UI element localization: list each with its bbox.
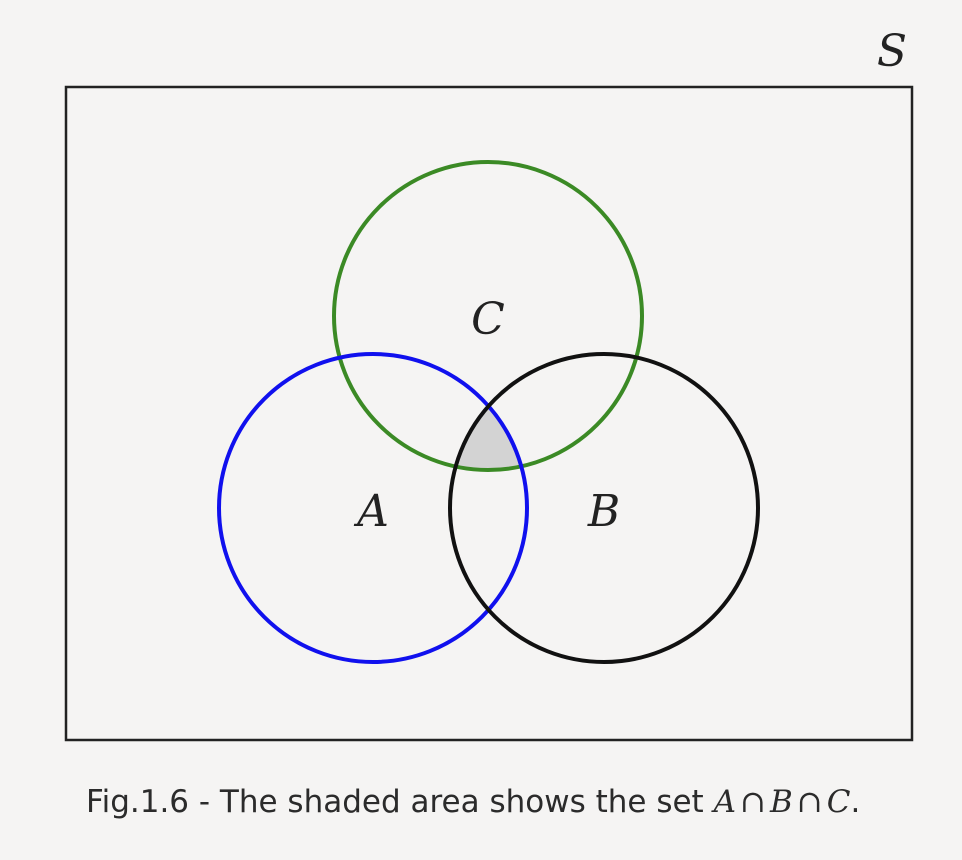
- set-a-label: A: [353, 486, 389, 537]
- universal-set-label: S: [877, 26, 907, 77]
- caption-set-b: B: [769, 784, 793, 820]
- set-a-circle: [217, 352, 529, 664]
- figure-caption: Fig.1.6 - The shaded area shows the set …: [86, 784, 860, 820]
- caption-intersection-symbol: ∩: [796, 784, 823, 820]
- caption-text: Fig.1.6 - The shaded area shows the set: [86, 784, 714, 820]
- caption-set-c: C: [826, 784, 851, 820]
- caption-set-a: A: [713, 784, 736, 820]
- venn-diagram: S C A B: [64, 26, 914, 742]
- set-c-circle: [332, 160, 644, 472]
- universal-set-frame: [64, 85, 914, 742]
- caption-period: .: [850, 784, 861, 820]
- set-c-label: C: [471, 294, 505, 345]
- set-b-label: B: [587, 486, 620, 537]
- caption-intersection-symbol: ∩: [739, 784, 766, 820]
- set-b-circle: [448, 352, 760, 664]
